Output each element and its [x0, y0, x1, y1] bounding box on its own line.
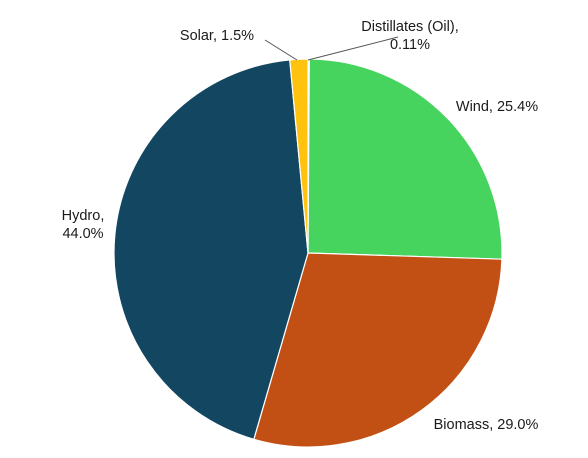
slice-label-line: Biomass, 29.0%	[434, 417, 539, 433]
slice-label-wind: Wind, 25.4%	[456, 99, 538, 115]
slice-label-line: Distillates (Oil),	[361, 19, 458, 35]
leader-lines	[264, 36, 399, 61]
slice-label-line: Wind, 25.4%	[456, 99, 538, 115]
slice-label-hydro: Hydro, 44.0%	[62, 208, 105, 242]
slice-label-line: 0.11%	[390, 37, 430, 53]
slice-label-line: Solar, 1.5%	[180, 28, 254, 44]
slice-label-line: Hydro,	[62, 208, 105, 224]
leader-line-solar	[264, 39, 298, 61]
pie-slice-hydro	[113, 59, 309, 440]
slice-label-distillates-oil: Distillates (Oil), 0.11%	[361, 19, 458, 53]
leader-line-distillates-oil	[307, 36, 399, 61]
slice-label-biomass: Biomass, 29.0%	[434, 417, 539, 433]
pie-slice-wind	[307, 58, 503, 260]
slice-labels: Distillates (Oil), 0.11% Wind, 25.4% Biomas…	[62, 19, 539, 433]
pie-slices	[113, 58, 503, 448]
pie-slice-solar	[289, 58, 309, 254]
pie-slice-biomass	[253, 252, 503, 448]
slice-label-solar: Solar, 1.5%	[180, 28, 254, 44]
slice-label-line: 44.0%	[62, 226, 103, 242]
